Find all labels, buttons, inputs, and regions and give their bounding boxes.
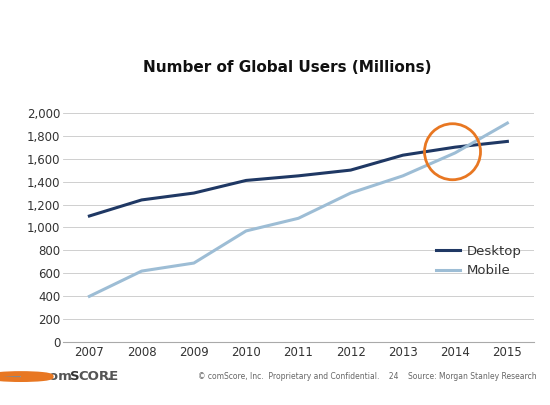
Text: com: com (41, 370, 72, 383)
Wedge shape (21, 373, 51, 379)
Text: Number of Global Users (Millions): Number of Global Users (Millions) (143, 60, 432, 75)
Text: .: . (106, 370, 111, 383)
Text: CORE: CORE (79, 370, 119, 383)
Text: S: S (70, 370, 80, 383)
Wedge shape (0, 373, 21, 379)
Text: © comScore, Inc.  Proprietary and Confidential.    24    Source: Morgan Stanley : © comScore, Inc. Proprietary and Confide… (198, 372, 537, 381)
Legend: Desktop, Mobile: Desktop, Mobile (431, 239, 527, 283)
